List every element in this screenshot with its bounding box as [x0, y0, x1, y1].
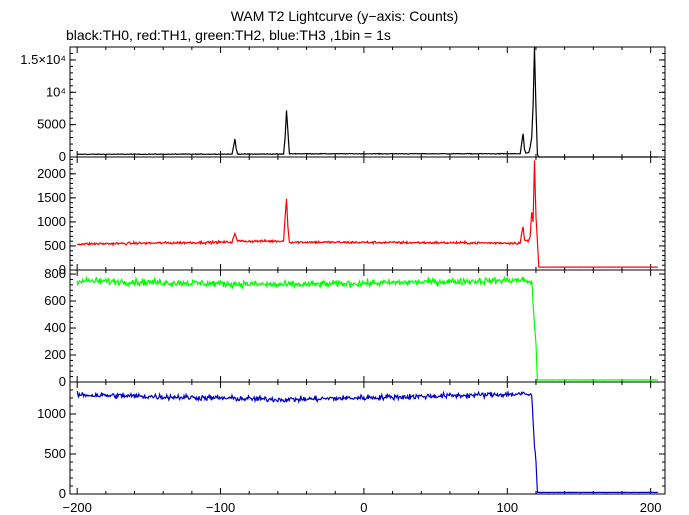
y-tick-label: 1500	[37, 190, 66, 205]
y-tick-label: 200	[44, 347, 66, 362]
y-tick-label: 400	[44, 320, 66, 335]
y-tick-label: 0	[59, 149, 66, 164]
panel-frame-th0	[69, 46, 666, 158]
y-tick-label: 0	[59, 262, 66, 277]
panel-frame-th1	[69, 156, 666, 271]
y-tick-label: 500	[44, 238, 66, 253]
series-line-th0	[77, 46, 658, 158]
y-tick-label: 1.5×10⁴	[20, 52, 66, 67]
y-tick-label: 2000	[37, 166, 66, 181]
chart-subtitle: black:TH0, red:TH1, green:TH2, blue:TH3 …	[66, 27, 391, 43]
panel-frame-th2	[69, 269, 666, 383]
y-tick-label: 800	[44, 266, 66, 281]
y-tick-label: 1000	[37, 214, 66, 229]
series-line-th2	[76, 275, 658, 381]
y-tick-label: 0	[59, 486, 66, 501]
series-line-th3	[76, 390, 658, 494]
series-line-th1	[77, 160, 658, 268]
chart-title: WAM T2 Lightcurve (y−axis: Counts)	[230, 8, 459, 24]
x-tick-label: 100	[496, 500, 518, 515]
y-tick-label: 10⁴	[46, 84, 66, 99]
panel-frame-th3	[69, 381, 666, 495]
y-tick-label: 5000	[37, 117, 66, 132]
x-tick-label: −100	[206, 500, 235, 515]
y-tick-label: 600	[44, 293, 66, 308]
y-tick-label: 500	[44, 446, 66, 461]
x-tick-label: −200	[63, 500, 92, 515]
y-tick-label: 1000	[37, 406, 66, 421]
x-tick-label: 200	[640, 500, 662, 515]
x-tick-label: 0	[360, 500, 367, 515]
y-tick-label: 0	[59, 374, 66, 389]
